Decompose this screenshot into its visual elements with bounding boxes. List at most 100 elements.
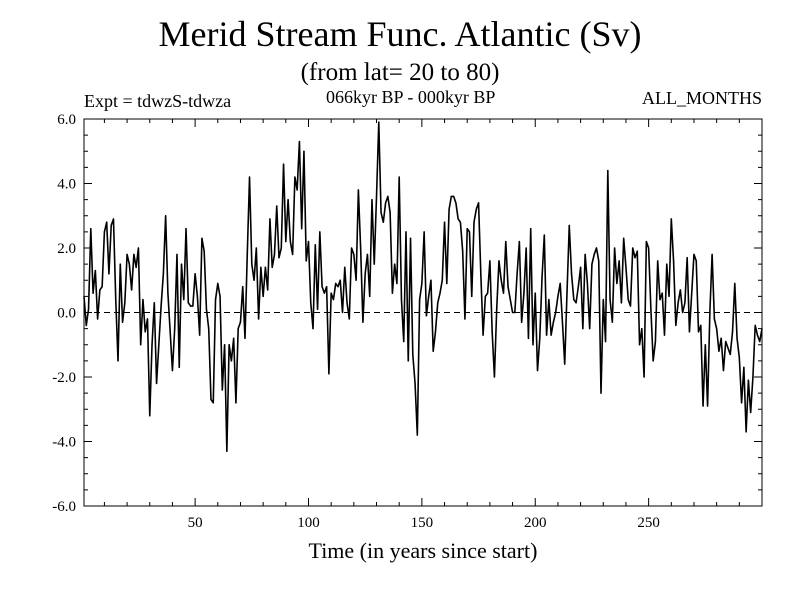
data-point [509,299,511,301]
data-point [679,289,681,291]
data-point [135,266,137,268]
data-point [738,357,740,359]
data-point [126,253,128,256]
data-point [584,253,586,256]
data-point [618,260,620,262]
data-point [695,260,697,262]
data-point [527,337,530,339]
data-point [233,337,235,339]
data-point [462,250,464,252]
data-point [652,360,654,362]
data-point [663,334,666,336]
data-point [253,279,255,281]
data-point [396,282,398,285]
data-point [167,292,169,294]
data-point [382,221,384,223]
data-point [457,218,459,220]
data-point [384,202,387,204]
data-point [223,344,226,346]
data-point [185,228,187,230]
data-point [432,350,434,352]
data-point [280,247,282,249]
data-point [230,360,232,362]
data-point [357,189,359,191]
data-point [625,266,627,268]
data-point [110,224,112,227]
data-point [248,176,251,178]
data-point [92,292,94,294]
data-point [471,295,473,297]
data-point [355,279,357,281]
data-point [566,292,568,294]
data-point [577,286,579,288]
data-point [208,328,210,330]
data-point [523,292,525,294]
data-point [657,260,659,262]
period-label: 066kyr BP - 000kyr BP [326,87,496,107]
data-point [500,279,502,281]
data-point [684,302,686,304]
data-point [654,340,657,343]
chart-subtitle: (from lat= 20 to 80) [300,59,500,86]
data-point [221,389,223,391]
data-point [219,295,221,297]
data-point [389,211,391,214]
y-tick-label: 4.0 [57,177,76,193]
data-point [124,302,126,304]
x-tick-label: 250 [637,515,660,531]
data-point [437,302,439,304]
data-point [484,295,486,297]
data-point [493,376,496,378]
data-point [187,302,189,304]
data-point [638,344,641,346]
data-point [614,247,616,249]
data-point [301,228,303,230]
data-point [153,302,155,304]
data-point [203,250,205,252]
data-point [276,205,278,207]
data-point [165,215,167,217]
data-point [369,295,371,297]
data-point [416,434,418,436]
data-point [312,328,314,330]
y-tick-label: 6.0 [57,112,76,128]
data-point [271,266,273,268]
data-point [314,244,316,246]
data-point [214,299,217,301]
data-point [337,286,339,288]
data-point [407,360,409,362]
data-point [94,269,96,272]
data-point [430,279,432,281]
data-point [178,366,180,368]
data-point [468,231,471,233]
data-point [573,299,575,301]
data-point [623,237,625,239]
data-point [239,321,242,323]
y-tick-label: 2.0 [57,241,76,257]
data-point [99,289,101,291]
data-point [607,170,609,172]
data-point [627,299,629,301]
data-point [568,224,570,227]
data-point [589,328,591,330]
data-point [210,398,212,401]
data-point [332,299,335,301]
ticks-group [84,119,762,506]
data-point [677,302,679,304]
data-point [287,199,289,201]
data-point [661,292,663,294]
data-point [731,331,734,333]
data-point [575,302,577,304]
data-point [725,340,727,343]
data-point [201,237,203,239]
data-point [212,402,214,404]
data-point [85,324,87,326]
data-point [609,299,611,301]
data-point [550,334,552,336]
data-point [423,231,425,233]
data-point [688,331,691,333]
tick-labels-group: 50 100 150 200 250 6.0 4.0 2.0 0.0 -2.0 -4.0 -6.0 [52,112,660,531]
data-point [754,324,756,326]
data-point [364,273,366,275]
data-point [475,208,477,210]
